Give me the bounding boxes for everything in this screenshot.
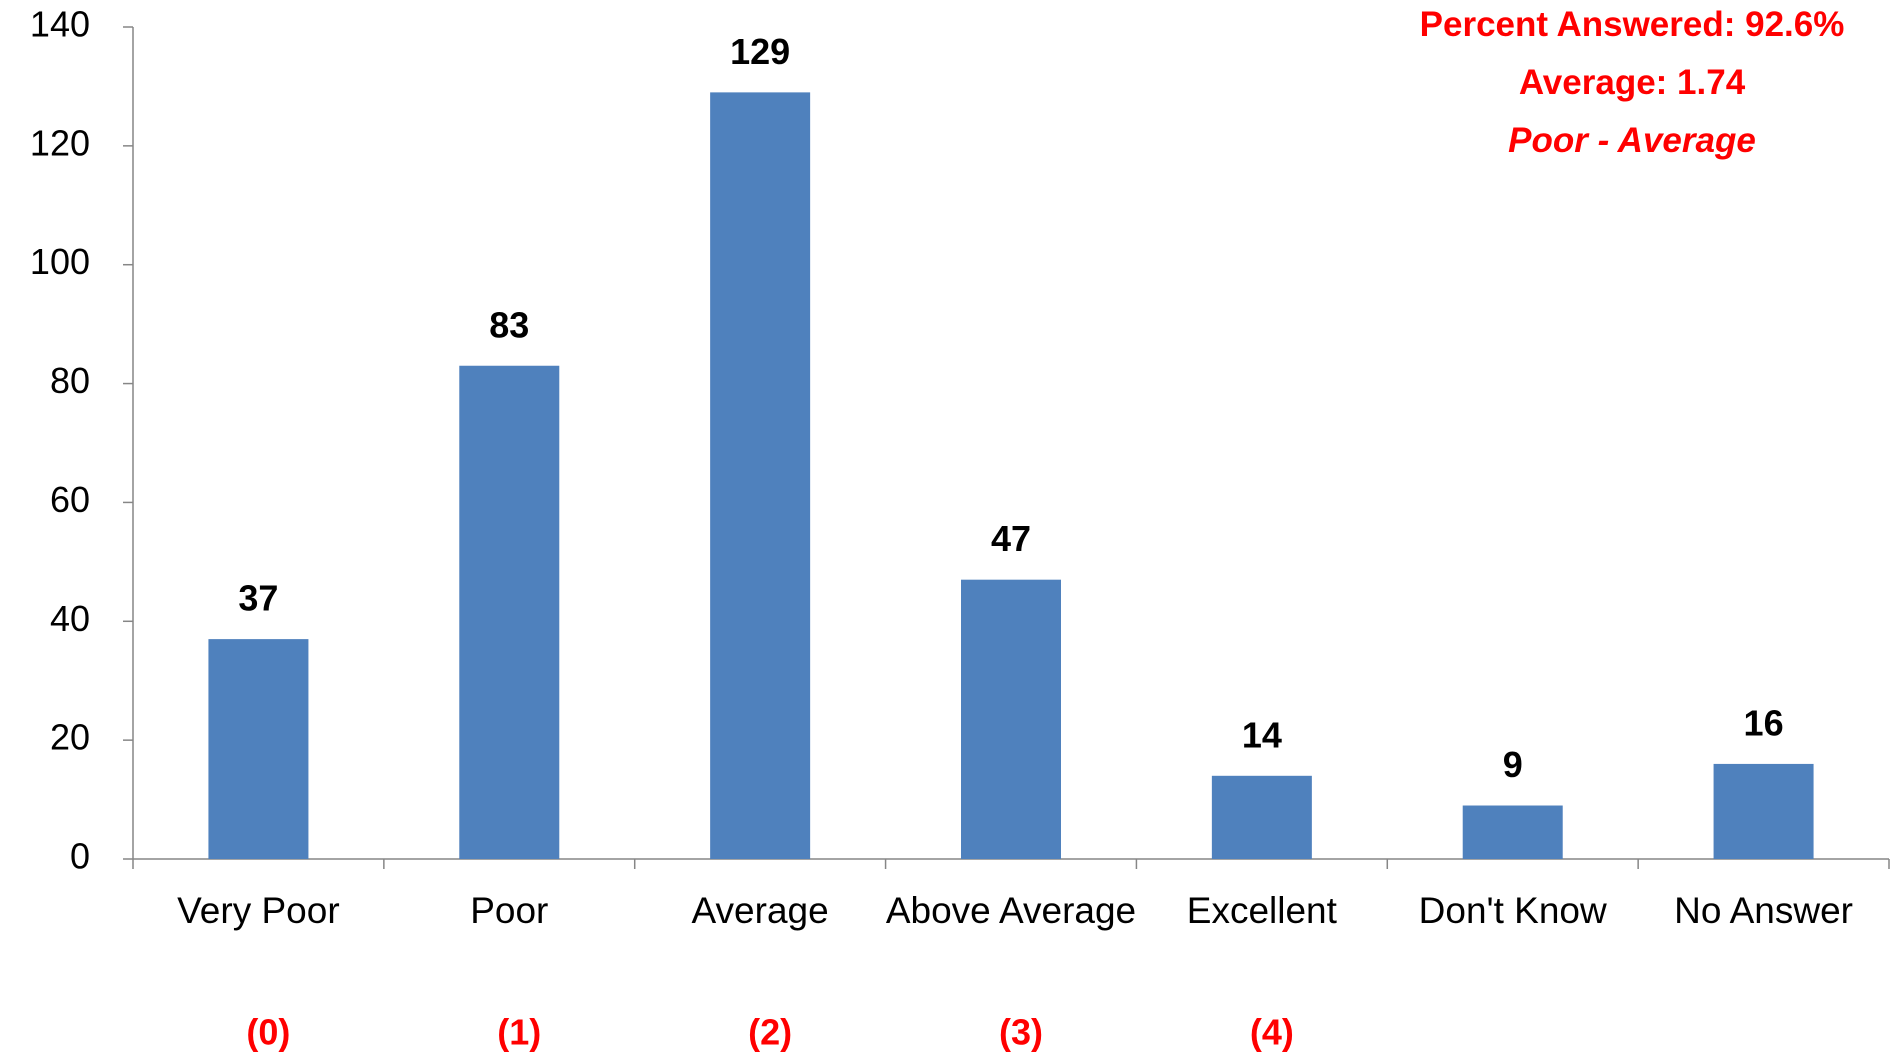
- bar: [459, 366, 559, 859]
- data-label: 14: [1242, 714, 1282, 755]
- data-label: 83: [489, 304, 529, 345]
- x-tick-label: Excellent: [1136, 882, 1387, 940]
- x-tick-label: Poor: [384, 882, 635, 940]
- data-label: 9: [1503, 744, 1523, 785]
- y-tick-label: 60: [50, 479, 90, 520]
- y-tick-label: 120: [30, 122, 90, 163]
- bar: [1714, 764, 1814, 859]
- page: 0 20 40 60 80 100 120 140 37 (0) 83 (1) 129 (2) 47 (3) 1…: [0, 0, 1895, 1059]
- y-tick-label: 0: [70, 836, 90, 877]
- scale-label: (0): [246, 1012, 290, 1053]
- bar: [1463, 806, 1563, 859]
- bar: [961, 580, 1061, 859]
- annotation: Average: 1.74: [1352, 54, 1895, 112]
- data-label: 16: [1744, 702, 1784, 743]
- bar: [710, 92, 810, 859]
- y-tick-label: 100: [30, 241, 90, 282]
- y-tick-label: 40: [50, 598, 90, 639]
- x-tick-label: Don't Know: [1387, 882, 1638, 940]
- y-tick-label: 20: [50, 717, 90, 758]
- scale-label: (3): [999, 1012, 1043, 1053]
- data-label: 47: [991, 518, 1031, 559]
- data-label: 129: [730, 31, 790, 72]
- scale-label: (4): [1250, 1012, 1294, 1053]
- x-tick-label: Very Poor: [133, 882, 384, 940]
- scale-label: (2): [748, 1012, 792, 1053]
- x-tick-label: Above Average: [886, 882, 1137, 940]
- y-tick-label: 140: [30, 4, 90, 45]
- x-tick-label: No Answer: [1638, 882, 1889, 940]
- y-tick-label: 80: [50, 360, 90, 401]
- x-tick-label: Average: [635, 882, 886, 940]
- scale-label: (1): [497, 1012, 541, 1053]
- bar: [208, 639, 308, 859]
- bar: [1212, 776, 1312, 859]
- annotation: Percent Answered: 92.6%: [1352, 0, 1895, 54]
- annotation: Poor - Average: [1352, 112, 1895, 170]
- data-label: 37: [238, 578, 278, 619]
